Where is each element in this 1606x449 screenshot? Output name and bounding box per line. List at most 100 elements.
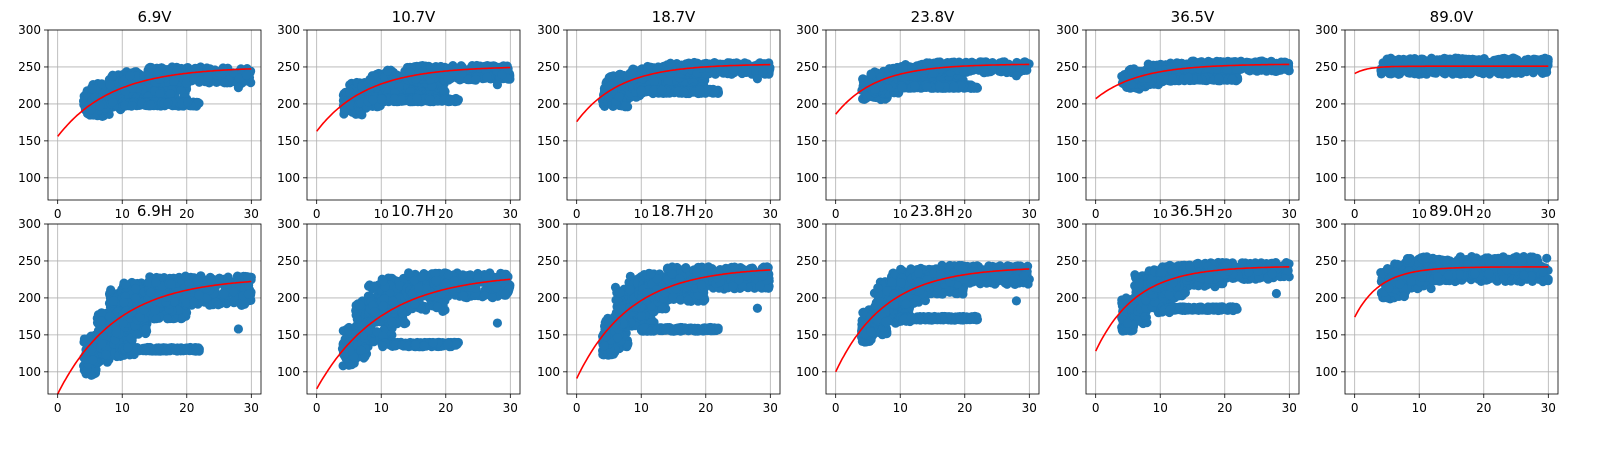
plot-area <box>307 30 520 200</box>
scatter-point <box>219 78 230 88</box>
subplot-title: 36.5V <box>1171 8 1215 26</box>
scatter-point <box>608 86 618 96</box>
scatter-point <box>1232 65 1242 75</box>
scatter-point <box>1271 58 1282 68</box>
scatter-point <box>241 70 252 80</box>
x-tick-label: 0 <box>313 207 321 221</box>
x-tick-label: 30 <box>763 207 778 221</box>
y-tick-label: 200 <box>277 97 300 111</box>
scatter-point <box>751 66 761 76</box>
y-tick-label: 100 <box>796 171 819 185</box>
x-tick-label: 20 <box>698 207 713 221</box>
scatter-point <box>396 95 406 105</box>
scatter-point <box>1183 73 1193 83</box>
scatter-point <box>382 66 393 76</box>
scatter-point <box>1143 73 1153 83</box>
scatter-point <box>657 85 667 95</box>
scatter-point <box>108 97 118 107</box>
x-tick-label: 30 <box>1022 207 1037 221</box>
scatter-point <box>949 57 959 67</box>
scatter-point <box>709 58 720 68</box>
x-tick-label: 10 <box>634 207 649 221</box>
scatter-point <box>190 63 200 73</box>
y-tick-label: 200 <box>796 97 819 111</box>
scatter-point <box>910 81 920 91</box>
scatter-point <box>1227 74 1237 84</box>
scatter-point <box>752 74 763 84</box>
y-tick-label: 300 <box>18 23 41 37</box>
scatter-point <box>155 89 165 99</box>
scatter-point <box>679 65 689 75</box>
data-layer <box>576 57 775 123</box>
y-tick-label: 200 <box>1056 97 1079 111</box>
scatter-point <box>695 85 705 96</box>
y-tick-label: 100 <box>537 171 560 185</box>
scatter-point <box>614 92 624 102</box>
subplot-title: 23.8V <box>911 8 955 26</box>
scatter-point <box>684 58 694 68</box>
x-tick-label: 10 <box>893 207 908 221</box>
scatter-point <box>709 86 719 97</box>
y-tick-label: 100 <box>277 171 300 185</box>
subplot-title: 10.7V <box>392 8 436 26</box>
scatter-point <box>412 93 422 104</box>
x-tick-label: 20 <box>438 207 453 221</box>
scatter-point <box>636 86 646 96</box>
y-tick-label: 100 <box>1056 171 1079 185</box>
y-tick-label: 300 <box>277 23 300 37</box>
fit-curve <box>835 63 1030 115</box>
x-tick-label: 30 <box>1282 207 1297 221</box>
scatter-point <box>482 72 492 82</box>
y-tick-label: 250 <box>18 60 41 74</box>
fit-curve <box>57 68 252 137</box>
scatter-point <box>183 97 193 107</box>
y-tick-label: 300 <box>537 23 560 37</box>
scatter-point <box>463 74 473 84</box>
x-tick-label: 20 <box>1217 207 1232 221</box>
x-tick-label: 20 <box>179 207 194 221</box>
scatter-point <box>1168 74 1178 84</box>
plot-area <box>826 30 1039 200</box>
scatter-point <box>729 65 739 75</box>
scatter-point <box>1127 66 1137 76</box>
scatter-point <box>445 95 455 105</box>
data-layer <box>1095 56 1294 100</box>
scatter-point <box>1126 79 1136 89</box>
y-tick-label: 150 <box>1056 134 1079 148</box>
scatter-point <box>897 82 907 93</box>
scatter-point <box>176 85 186 95</box>
scatter-point <box>339 106 349 116</box>
plot-area <box>567 30 780 200</box>
scatter-point <box>368 95 378 105</box>
scatter-point <box>95 101 105 111</box>
scatter-point <box>1222 66 1232 76</box>
scatter-point <box>964 60 974 70</box>
y-tick-label: 300 <box>796 23 819 37</box>
scatter-point <box>365 75 375 85</box>
scatter-point <box>169 76 179 86</box>
x-tick-label: 0 <box>54 207 62 221</box>
scatter-point <box>132 71 142 81</box>
scatter-point <box>146 62 156 73</box>
scatter-point <box>888 63 898 73</box>
scatter-point <box>606 72 616 82</box>
axes-frame <box>566 29 781 201</box>
scatter-point <box>1011 71 1022 81</box>
scatter-point <box>165 89 175 99</box>
scatter-point <box>907 62 917 72</box>
scatter-point <box>443 73 453 83</box>
y-tick-label: 200 <box>18 97 41 111</box>
fit-curve <box>576 63 771 123</box>
scatter-point <box>127 101 137 111</box>
x-tick-label: 30 <box>244 207 259 221</box>
scatter-point <box>87 84 98 94</box>
scatter-point <box>346 100 356 110</box>
plot-area <box>48 30 261 200</box>
scatter-point <box>1271 66 1282 76</box>
data-layer <box>57 62 256 137</box>
scatter-point <box>146 100 156 110</box>
data-layer <box>316 60 515 132</box>
